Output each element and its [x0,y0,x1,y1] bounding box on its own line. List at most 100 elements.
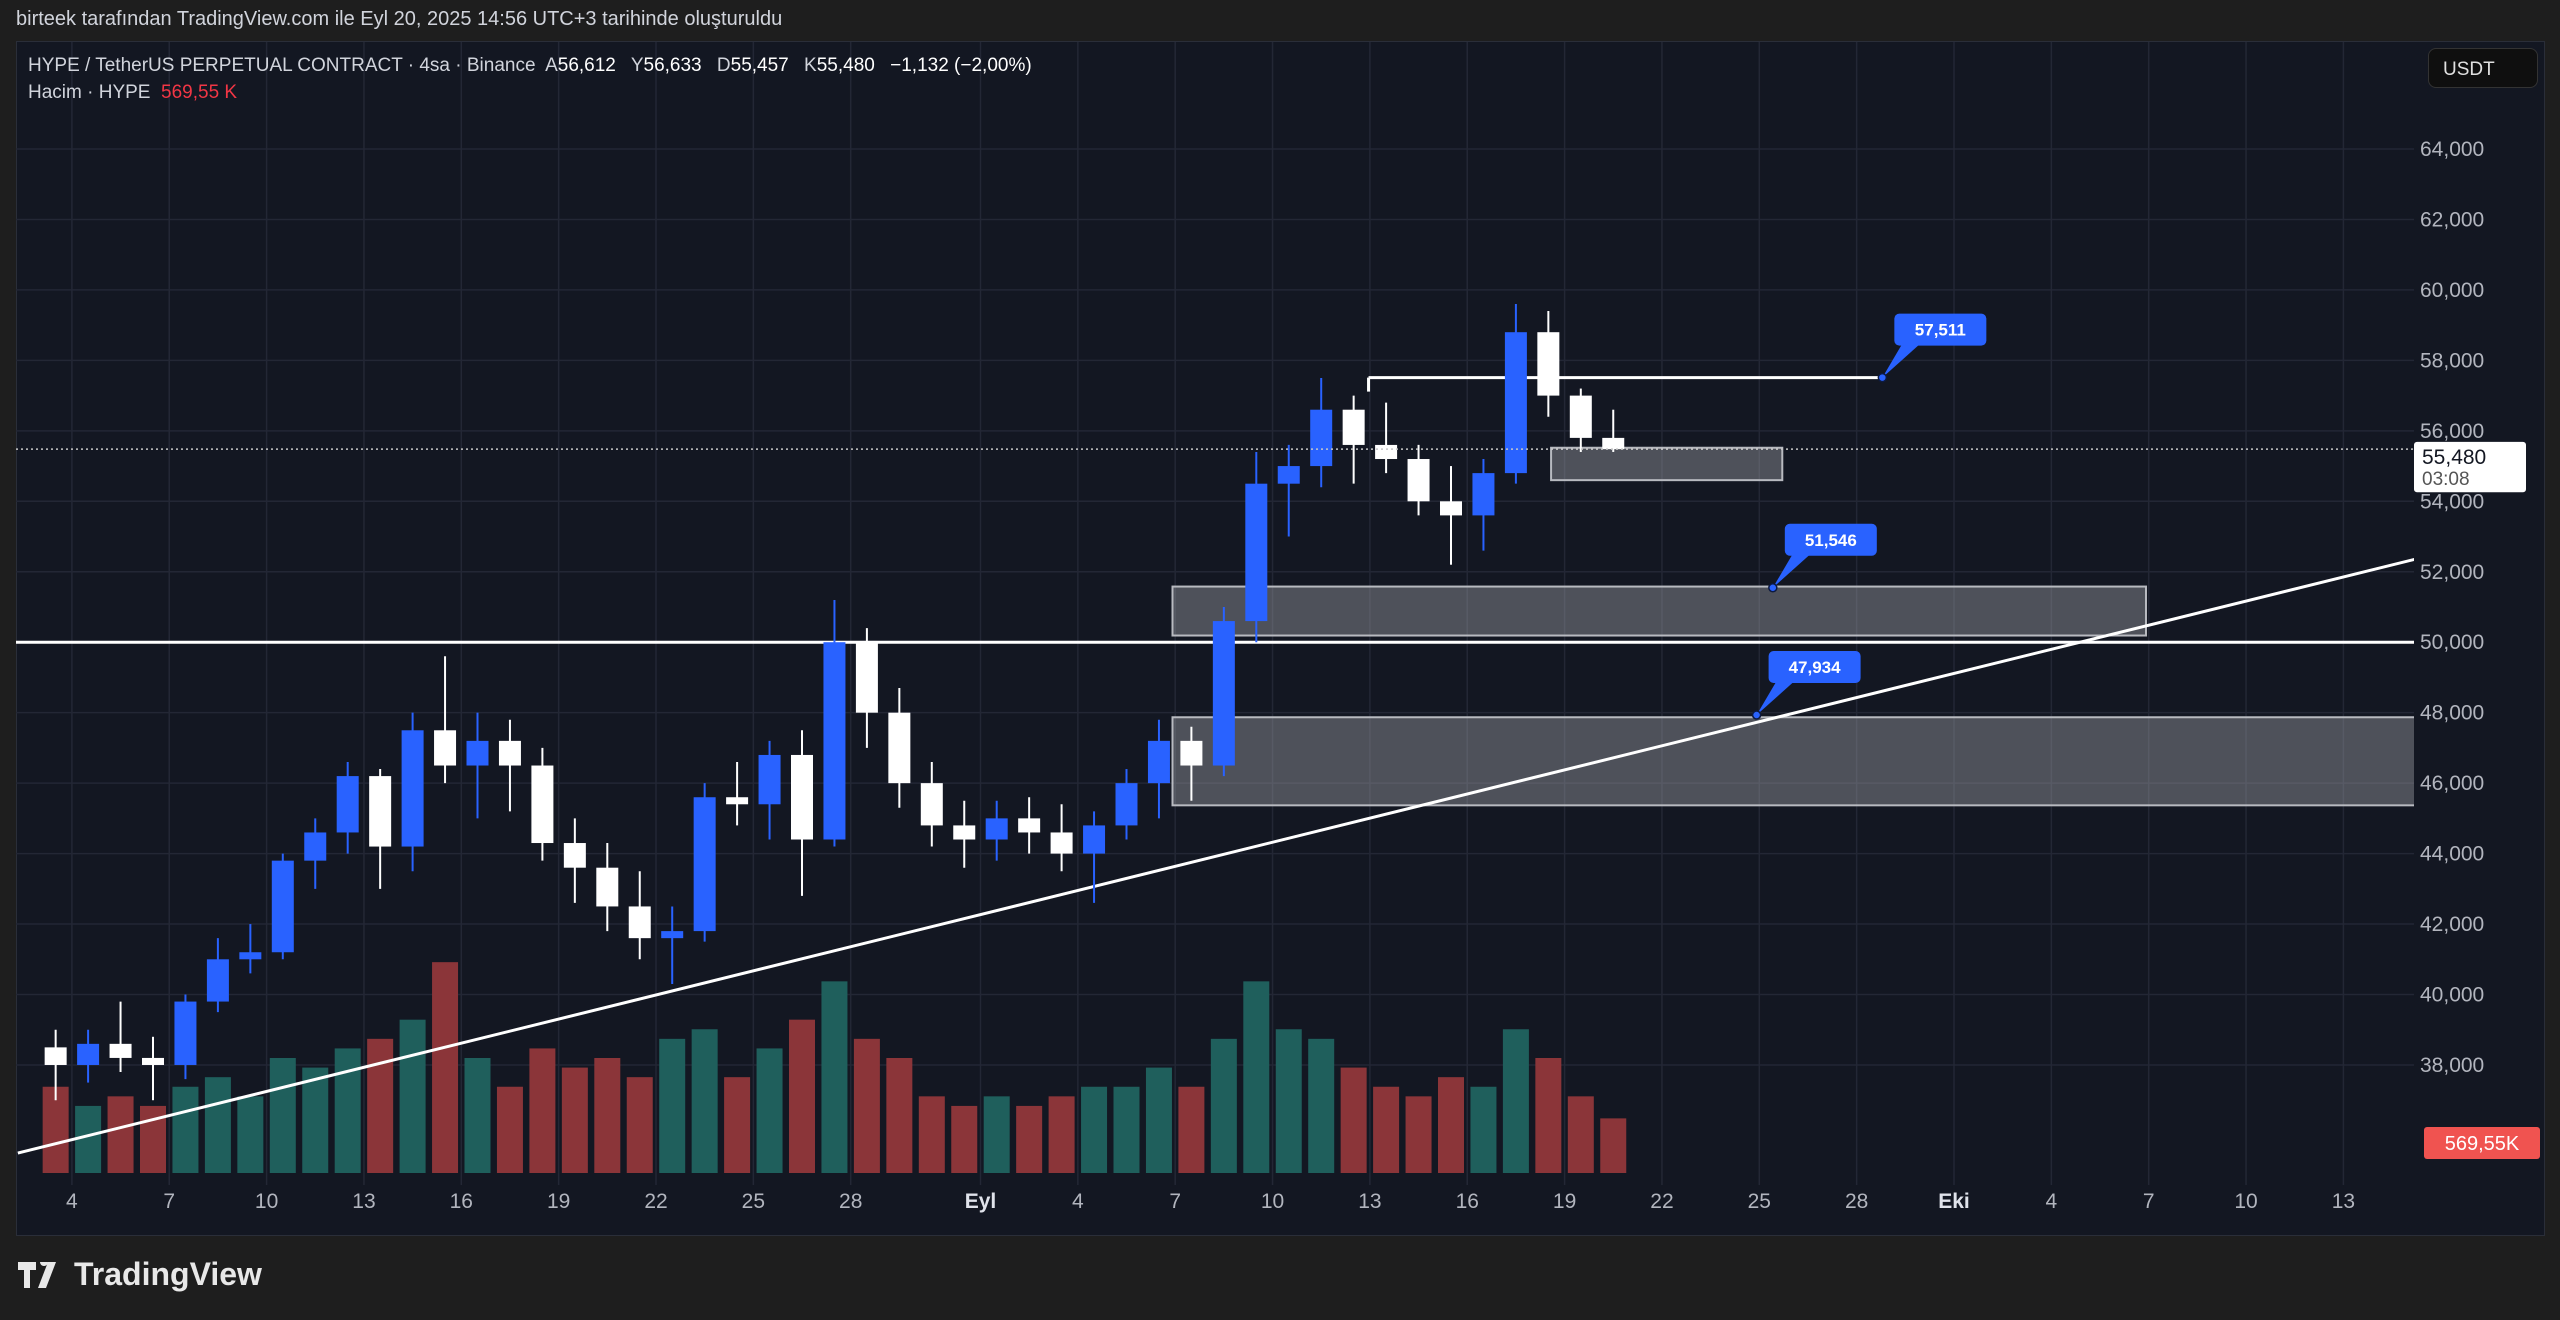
candle-body [369,776,392,847]
volume-bar [75,1105,102,1173]
time-tick-label: 25 [1748,1190,1771,1213]
candle-body [823,642,846,840]
callout-anchor [1768,583,1778,593]
volume-bar [724,1077,751,1173]
candle-body [920,783,943,826]
price-tick-label: 42,000 [2420,913,2484,936]
volume-bar [1048,1096,1075,1173]
time-tick-label: 10 [2234,1190,2257,1213]
time-tick-label: 25 [742,1190,765,1213]
volume-bar [237,1096,264,1173]
open-value: 56,612 [557,55,616,76]
volume-bar [172,1086,199,1173]
candle-body [791,754,813,840]
candle-body [1375,444,1398,460]
volume-bar [1210,1038,1237,1173]
callout-pointer [1882,343,1921,378]
time-tick-label: 7 [2143,1190,2155,1213]
candle-body [206,959,229,1002]
currency-unit-button[interactable]: USDT [2428,48,2538,88]
time-tick-label: 13 [1358,1190,1381,1213]
time-tick-label: 13 [352,1190,375,1213]
brand-name: TradingView [74,1256,262,1292]
volume-row: Hacim · HYPE 569,55 K [28,82,1042,109]
volume-bar [1470,1086,1497,1173]
candle-body [628,906,651,939]
candle-body [758,754,781,805]
volume-bar [367,1038,394,1173]
callout-anchor [1751,710,1762,720]
volume-label[interactable]: Hacim · HYPE [28,82,151,103]
candle-body [888,712,911,784]
candle-body [563,843,586,868]
volume-badge [2424,1127,2540,1159]
candle-body [1310,409,1333,467]
bar-countdown: 03:08 [2422,469,2470,490]
candle-body [1602,437,1625,450]
trendline [17,557,2414,1155]
time-tick-label: 4 [66,1190,78,1213]
callout-box [1894,313,1987,346]
price-tick-label: 40,000 [2420,984,2484,1007]
candle-body [1569,395,1592,438]
tradingview-logo-icon [18,1261,56,1288]
volume-bar [1145,1067,1172,1173]
callout-box [1768,651,1861,684]
low-value: 55,457 [730,55,789,76]
volume-bar [626,1077,653,1173]
candle-body [304,832,327,861]
candle-body [1407,459,1430,502]
zone-box [1171,716,2414,807]
candle-body [985,818,1008,840]
volume-bar [204,1077,231,1173]
zone-box [1550,446,1784,482]
volume-bar [594,1058,621,1173]
price-tick-label: 56,000 [2420,420,2484,443]
candle-body [401,730,424,847]
volume-bar [1600,1118,1627,1173]
candle-body [271,860,294,953]
volume-bar [756,1048,783,1173]
volume-bar [1373,1086,1400,1173]
volume-bar [464,1058,491,1173]
close-label: K [804,55,817,76]
candle-body [1277,466,1300,484]
symbol-title[interactable]: HYPE / TetherUS PERPETUAL CONTRACT · 4sa… [28,55,536,76]
volume-bar [269,1058,296,1173]
change-value: −1,132 (−2,00%) [890,55,1032,76]
candle-body [1342,409,1365,445]
price-tick-label: 64,000 [2420,138,2484,161]
volume-bar [1340,1067,1367,1173]
candle-body [1440,501,1462,516]
candle-body [596,867,619,907]
time-tick-label: 22 [644,1190,667,1213]
callout-box [1784,523,1877,556]
volume-bar [951,1105,978,1173]
candle-body [44,1047,67,1065]
time-tick-label: 7 [163,1190,175,1213]
candle-body [1245,483,1268,622]
high-label: Y [630,55,644,76]
candle-body [693,797,716,932]
candle-body [1537,332,1560,396]
candle-body [142,1057,164,1065]
callout-label: 57,511 [1915,321,1966,340]
low-label: D [716,55,731,76]
candle-body [1212,621,1235,766]
volume-bar [1502,1029,1529,1173]
volume-bar [1016,1105,1043,1173]
candle-body [336,776,359,833]
candle-body [77,1043,100,1065]
volume-bar [853,1038,880,1173]
volume-bar [334,1048,361,1173]
volume-bar [1275,1029,1302,1173]
price-tick-label: 60,000 [2420,279,2484,302]
chart-caption: birteek tarafından TradingView.com ile E… [16,8,783,30]
candle-body [855,642,878,713]
candle-body [1180,740,1203,766]
tradingview-logo[interactable]: TradingView [18,1256,262,1293]
candle-body [1083,825,1106,854]
candle-body [661,931,684,939]
volume-bar [1081,1086,1108,1173]
